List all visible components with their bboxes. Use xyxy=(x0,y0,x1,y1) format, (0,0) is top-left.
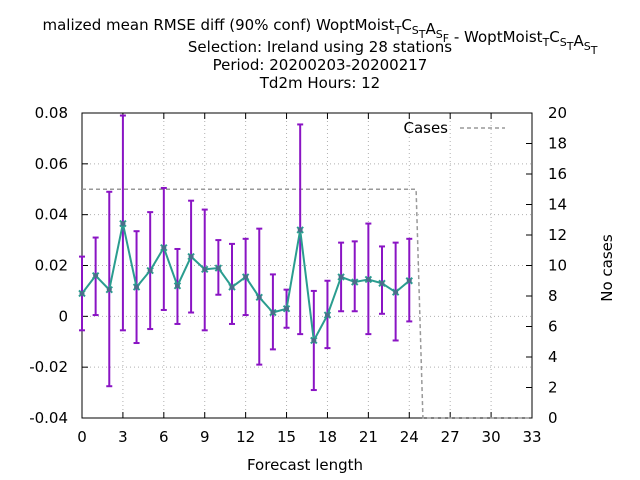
y-left-tick-label: 0.08 xyxy=(35,104,68,122)
title-line-4: Td2m Hours: 12 xyxy=(259,74,380,92)
y-right-tick-label: 10 xyxy=(548,257,567,275)
legend-label-cases: Cases xyxy=(403,119,448,137)
data-point xyxy=(269,308,277,317)
x-axis: 0 3 6 9 12 15 18 21 24 27 30 33 xyxy=(77,113,542,446)
y-right-tick-label: 12 xyxy=(548,226,567,244)
data-point xyxy=(78,289,86,298)
data-point xyxy=(310,336,318,345)
data-point xyxy=(91,271,100,280)
x-tick-label: 21 xyxy=(359,428,378,446)
chart-title: malized mean RMSE diff (90% conf) WoptMo… xyxy=(43,16,598,92)
data-point xyxy=(241,273,250,281)
y-right-tick-label: 2 xyxy=(548,379,558,397)
data-point xyxy=(391,288,400,296)
x-tick-label: 30 xyxy=(482,428,501,446)
x-tick-label: 0 xyxy=(77,428,87,446)
y-axis-left: -0.04 -0.02 0 0.02 0.04 0.06 0.08 xyxy=(29,104,88,427)
x-tick-label: 6 xyxy=(159,428,169,446)
data-point xyxy=(214,264,223,272)
y-right-tick-label: 0 xyxy=(548,409,558,427)
x-tick-label: 9 xyxy=(200,428,210,446)
y-right-tick-label: 14 xyxy=(548,196,567,214)
data-point xyxy=(132,283,141,291)
x-tick-label: 15 xyxy=(277,428,296,446)
y-right-tick-label: 4 xyxy=(548,348,558,366)
y-left-tick-label: 0.02 xyxy=(35,257,68,275)
data-point xyxy=(146,266,154,275)
data-point xyxy=(282,305,291,313)
legend: Cases xyxy=(403,119,505,137)
y-right-tick-label: 6 xyxy=(548,318,558,336)
y-left-tick-label: 0 xyxy=(58,307,68,325)
data-point xyxy=(119,219,127,228)
x-tick-label: 18 xyxy=(318,428,337,446)
x-axis-label: Forecast length xyxy=(247,456,363,474)
data-point xyxy=(378,279,386,287)
y-right-tick-label: 20 xyxy=(548,104,567,122)
data-point xyxy=(364,275,373,284)
y-left-tick-label: -0.02 xyxy=(29,358,68,376)
y-right-tick-label: 18 xyxy=(548,135,567,153)
data-point xyxy=(187,252,195,261)
series xyxy=(78,114,532,419)
x-tick-label: 24 xyxy=(400,428,419,446)
x-tick-label: 3 xyxy=(118,428,128,446)
data-point xyxy=(405,277,413,285)
data-point xyxy=(351,278,359,286)
y-right-tick-label: 16 xyxy=(548,165,567,183)
data-point xyxy=(105,285,113,294)
y-left-tick-label: 0.06 xyxy=(35,155,68,173)
title-line-3: Period: 20200203-20200217 xyxy=(213,56,428,74)
data-point xyxy=(296,226,304,234)
title-line-1: malized mean RMSE diff (90% conf) WoptMo… xyxy=(43,16,598,57)
data-point xyxy=(160,244,168,252)
data-point xyxy=(323,311,332,319)
data-point xyxy=(173,282,182,290)
y-right-tick-label: 8 xyxy=(548,287,558,305)
x-tick-label: 27 xyxy=(441,428,460,446)
y-axis-right: 0 2 4 6 8 10 12 14 16 18 20 xyxy=(526,104,567,427)
y-axis-right-label: No cases xyxy=(598,234,616,302)
data-point xyxy=(337,273,345,281)
x-tick-label: 12 xyxy=(236,428,255,446)
data-point xyxy=(255,293,263,301)
title-line-2: Selection: Ireland using 28 stations xyxy=(188,38,452,56)
x-tick-label: 33 xyxy=(522,428,541,446)
y-left-tick-label: 0.04 xyxy=(35,206,68,224)
data-point xyxy=(228,283,236,291)
data-point xyxy=(201,265,209,274)
y-left-tick-label: -0.04 xyxy=(29,409,68,427)
